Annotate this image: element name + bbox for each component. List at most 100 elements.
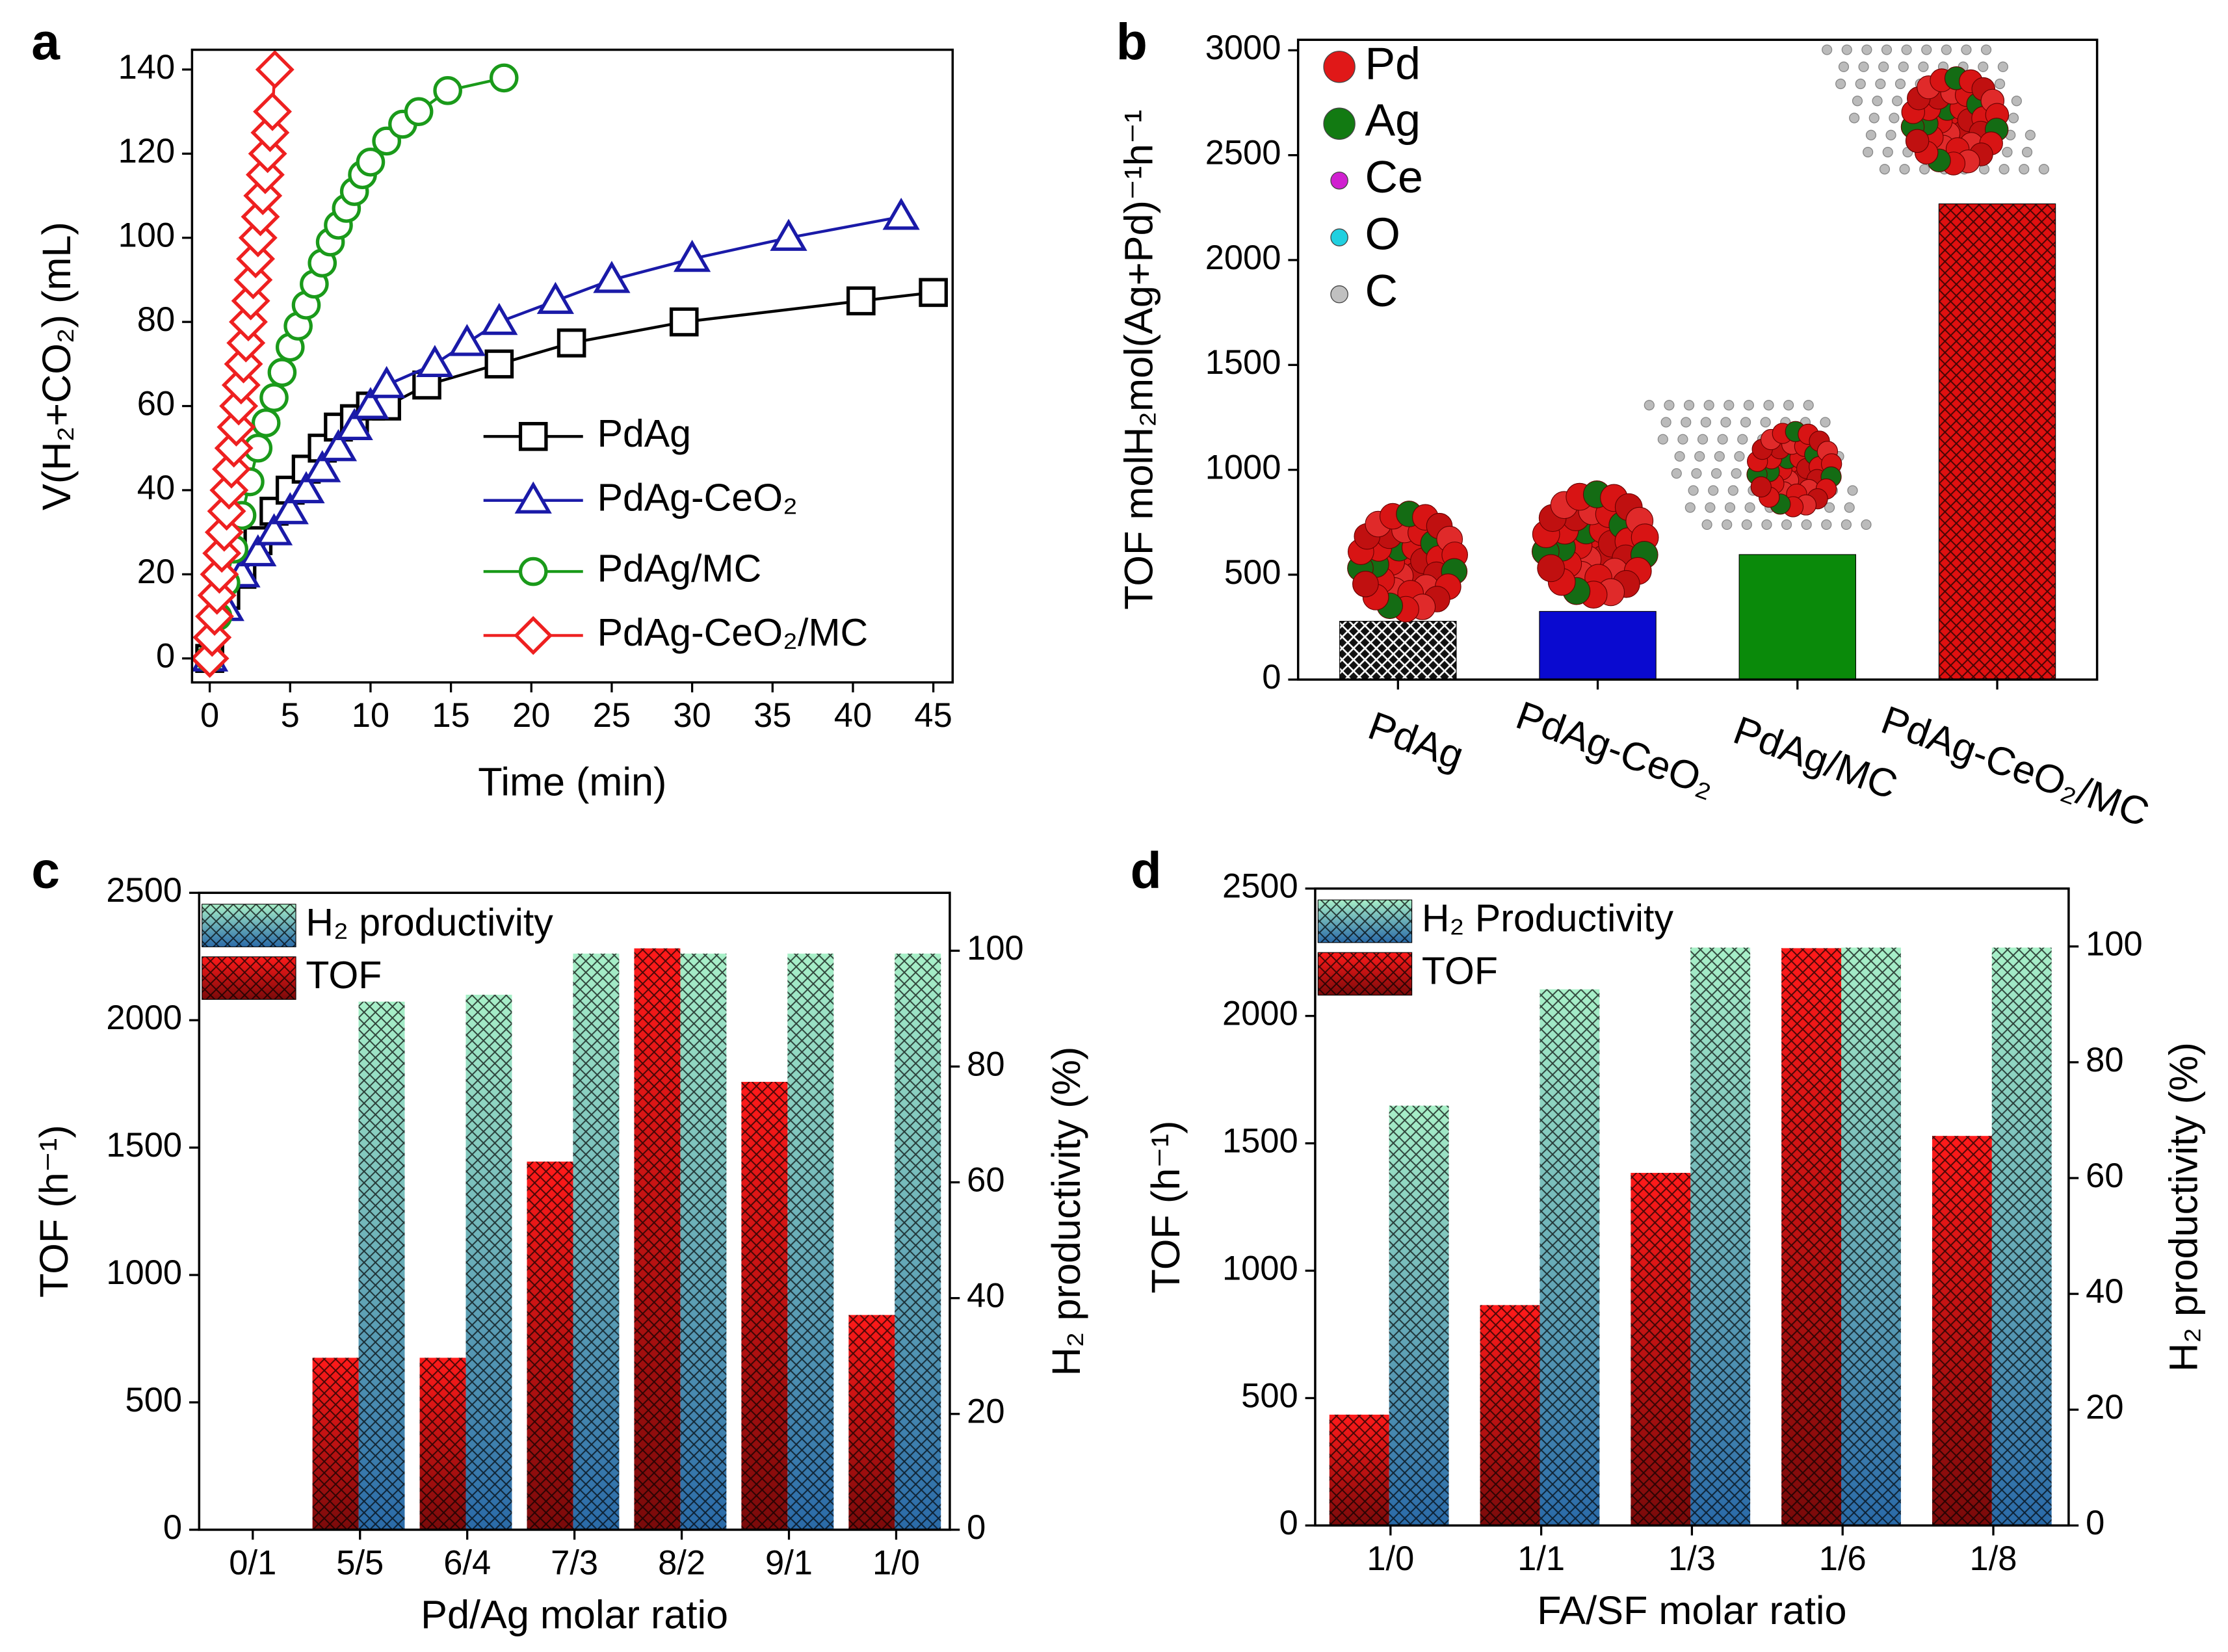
legend-label: Ag bbox=[1365, 95, 1421, 146]
legend-label: TOF bbox=[1422, 950, 1498, 993]
graphite-decor bbox=[1727, 485, 1738, 496]
graphite-decor bbox=[1861, 44, 1872, 55]
data-point bbox=[271, 492, 309, 525]
bar-hatch bbox=[1389, 1105, 1449, 1526]
legend-marker bbox=[518, 422, 548, 451]
legend-label: PdAg-CeO₂/MC bbox=[597, 611, 869, 654]
bar-hatch bbox=[358, 1001, 405, 1530]
data-point bbox=[480, 302, 518, 335]
legend-label: C bbox=[1365, 265, 1398, 316]
y-tick-label: 2500 bbox=[106, 871, 182, 910]
graphite-decor bbox=[1820, 417, 1831, 428]
y-tick-label: 1500 bbox=[106, 1126, 182, 1164]
graphite-decor bbox=[1703, 400, 1714, 411]
bar-hatch bbox=[634, 948, 681, 1530]
data-point bbox=[221, 365, 261, 405]
legend-marker bbox=[1330, 228, 1348, 246]
graphite-decor bbox=[1878, 61, 1889, 72]
legend-swatch-hatch bbox=[202, 904, 296, 947]
data-point bbox=[356, 147, 386, 177]
y-tick-label: 2000 bbox=[106, 999, 182, 1037]
x-tick-label: 5 bbox=[281, 696, 300, 735]
legend-label: PdAg bbox=[597, 412, 691, 455]
y-tick-label: 0 bbox=[1279, 1504, 1298, 1542]
data-point bbox=[669, 307, 699, 337]
graphite-decor bbox=[1740, 417, 1751, 428]
bar-hatch bbox=[1932, 1136, 1992, 1526]
y-tick-label: 20 bbox=[967, 1393, 1004, 1431]
graphite-decor bbox=[1994, 78, 2006, 90]
x-tick-label: 35 bbox=[754, 696, 791, 735]
graphite-decor bbox=[1731, 468, 1742, 479]
graphite-decor bbox=[2011, 96, 2022, 107]
graphite-decor bbox=[1720, 417, 1731, 428]
graphite-decor bbox=[1881, 44, 1893, 55]
graphite-decor bbox=[1724, 502, 1736, 513]
atom-decor bbox=[1537, 554, 1566, 583]
graphite-decor bbox=[1885, 129, 1896, 140]
y-tick-label: 100 bbox=[118, 216, 176, 255]
x-tick-label: 1/0 bbox=[872, 1543, 920, 1582]
data-point bbox=[304, 450, 341, 482]
y-tick-label: 3000 bbox=[1205, 29, 1281, 67]
legend-label: PdAg/MC bbox=[597, 547, 762, 590]
bar-hatch bbox=[312, 1357, 359, 1530]
graphite-decor bbox=[1901, 44, 1912, 55]
legend-swatch-hatch bbox=[1318, 952, 1412, 995]
graphite-decor bbox=[1701, 519, 1712, 531]
x-tick-label: 6/4 bbox=[443, 1543, 491, 1582]
bar-hatch bbox=[787, 953, 834, 1530]
legend-marker bbox=[1330, 285, 1348, 304]
graphite-decor bbox=[1852, 96, 1863, 107]
data-point bbox=[190, 638, 229, 678]
y-tick-label: 20 bbox=[137, 553, 175, 591]
graphite-decor bbox=[1889, 112, 1900, 124]
data-point bbox=[536, 282, 574, 314]
graphite-decor bbox=[1961, 44, 1972, 55]
graphite-decor bbox=[1894, 78, 1906, 90]
x-axis-label: Time (min) bbox=[478, 759, 666, 804]
graphite-decor bbox=[1683, 400, 1695, 411]
data-point bbox=[209, 471, 249, 510]
x-tick-label: 7/3 bbox=[551, 1543, 598, 1582]
y-tick-label: 0 bbox=[156, 637, 175, 675]
bar-hatch bbox=[680, 953, 727, 1530]
bar-hatch bbox=[1631, 1173, 1691, 1526]
x-tick-label: 1/6 bbox=[1819, 1540, 1867, 1578]
graphite-decor bbox=[1858, 61, 1869, 72]
x-tick-label: 9/1 bbox=[765, 1543, 813, 1582]
data-point bbox=[229, 302, 268, 342]
y-tick-label: 100 bbox=[2086, 925, 2143, 964]
graphite-decor bbox=[1644, 400, 1655, 411]
y-tick-label: 40 bbox=[137, 469, 175, 507]
graphite-decor bbox=[1710, 468, 1722, 479]
graphite-decor bbox=[1855, 78, 1866, 90]
panel-label: d bbox=[1131, 842, 1162, 899]
bar bbox=[1339, 621, 1457, 680]
graphite-decor bbox=[1681, 417, 1692, 428]
x-tick-label: 1/3 bbox=[1668, 1540, 1716, 1578]
data-point bbox=[287, 471, 325, 504]
y-tick-label: 60 bbox=[2086, 1157, 2123, 1195]
y-tick-label: 500 bbox=[1241, 1376, 1298, 1415]
y-tick-label: 2000 bbox=[1205, 239, 1281, 277]
bar-hatch bbox=[1540, 989, 1600, 1526]
graphite-decor bbox=[2008, 112, 2019, 124]
graphite-decor bbox=[1664, 400, 1675, 411]
graphite-decor bbox=[1999, 164, 2010, 175]
bar bbox=[1738, 554, 1856, 680]
data-point bbox=[236, 239, 276, 279]
legend-label: H₂ Productivity bbox=[1422, 897, 1674, 940]
y-tick-label: 60 bbox=[137, 384, 175, 423]
graphite-decor bbox=[1722, 519, 1733, 531]
data-point bbox=[233, 260, 273, 300]
x-tick-label: PdAg-CeO₂/MC bbox=[1876, 698, 2155, 835]
legend-swatch-hatch bbox=[1318, 900, 1412, 943]
legend-marker bbox=[514, 481, 552, 514]
data-point bbox=[204, 512, 244, 552]
y-tick-label: 1500 bbox=[1222, 1121, 1298, 1160]
graphite-decor bbox=[1882, 146, 1893, 158]
graphite-decor bbox=[1743, 400, 1754, 411]
atom-decor bbox=[1905, 129, 1930, 153]
